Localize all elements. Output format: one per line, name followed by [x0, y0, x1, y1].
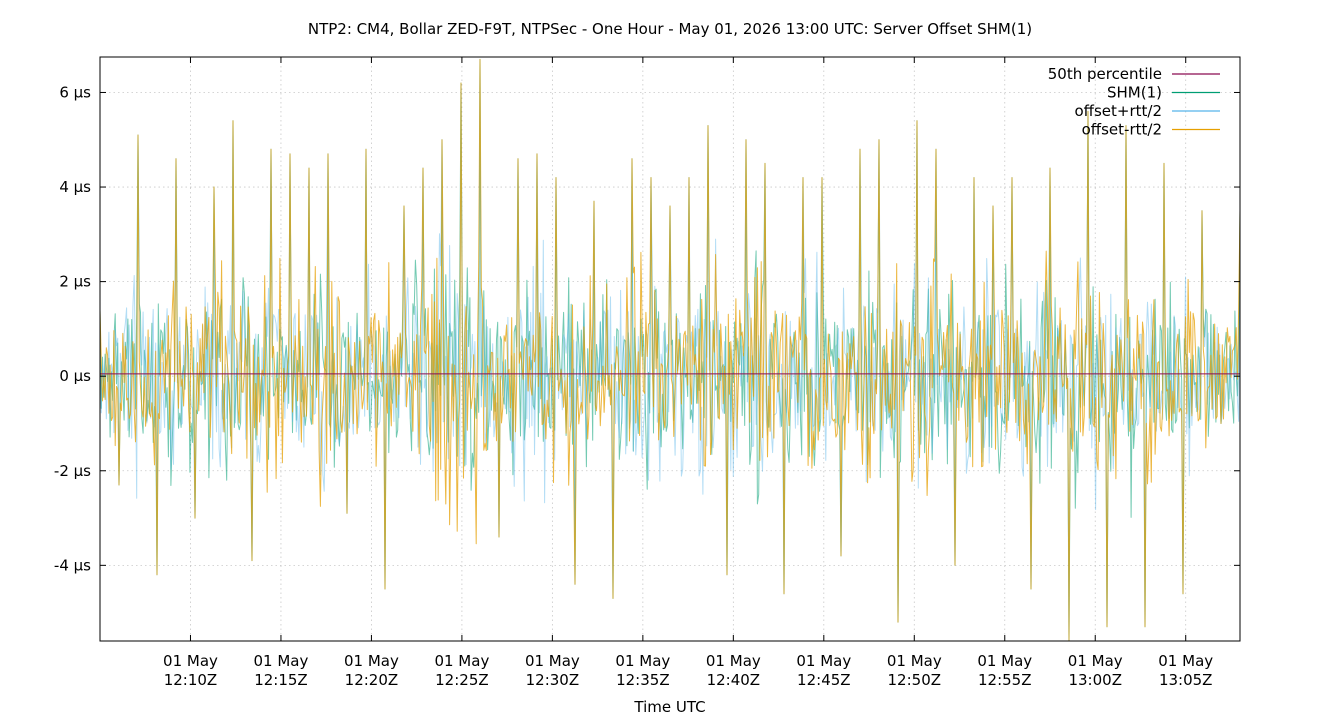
legend-label: offset+rtt/2 — [1074, 102, 1162, 120]
plot-area-border — [99, 56, 1241, 642]
x-tick-label-date: 01 May — [254, 652, 309, 670]
x-tick-label-time: 13:00Z — [1068, 671, 1122, 689]
x-tick-label-time: 12:45Z — [797, 671, 851, 689]
legend-label: offset-rtt/2 — [1082, 121, 1162, 139]
series-line-offset-rtt-2 — [99, 58, 1241, 641]
x-tick-label-time: 12:40Z — [707, 671, 761, 689]
x-tick-label-time: 12:35Z — [616, 671, 670, 689]
x-tick-label-time: 12:55Z — [978, 671, 1032, 689]
legend: 50th percentileSHM(1)offset+rtt/2offset-… — [1048, 65, 1220, 139]
x-tick-label-date: 01 May — [796, 652, 851, 670]
y-tick-label: 6 µs — [59, 83, 91, 101]
y-tick-label: -4 µs — [54, 556, 91, 574]
x-tick-label-time: 12:15Z — [254, 671, 308, 689]
x-tick-label-date: 01 May — [344, 652, 399, 670]
x-tick-label-time: 12:10Z — [164, 671, 218, 689]
x-tick-label-date: 01 May — [977, 652, 1032, 670]
x-tick-label-date: 01 May — [1068, 652, 1123, 670]
x-tick-label-time: 12:20Z — [345, 671, 399, 689]
x-tick-label-date: 01 May — [887, 652, 942, 670]
x-tick-label-date: 01 May — [615, 652, 670, 670]
x-tick-label-time: 12:30Z — [526, 671, 580, 689]
x-tick-label-date: 01 May — [163, 652, 218, 670]
legend-label: SHM(1) — [1107, 84, 1162, 102]
x-tick-label-date: 01 May — [706, 652, 761, 670]
x-axis-label: Time UTC — [633, 698, 705, 716]
legend-label: 50th percentile — [1048, 65, 1162, 83]
y-tick-label: -2 µs — [54, 462, 91, 480]
chart-title: NTP2: CM4, Bollar ZED-F9T, NTPSec - One … — [308, 20, 1032, 38]
y-tick-label: 2 µs — [59, 273, 91, 291]
x-tick-label-time: 13:05Z — [1159, 671, 1213, 689]
x-tick-label-date: 01 May — [525, 652, 580, 670]
x-tick-label-time: 12:50Z — [888, 671, 942, 689]
y-axis: 6 µs 4 µs 2 µs 0 µs -2 µs -4 µs — [54, 83, 1240, 574]
y-tick-label: 0 µs — [59, 367, 91, 385]
x-tick-label-date: 01 May — [434, 652, 489, 670]
series-lines — [99, 58, 1241, 641]
x-tick-label-time: 12:25Z — [435, 671, 489, 689]
y-tick-label: 4 µs — [59, 178, 91, 196]
x-tick-label-date: 01 May — [1158, 652, 1213, 670]
